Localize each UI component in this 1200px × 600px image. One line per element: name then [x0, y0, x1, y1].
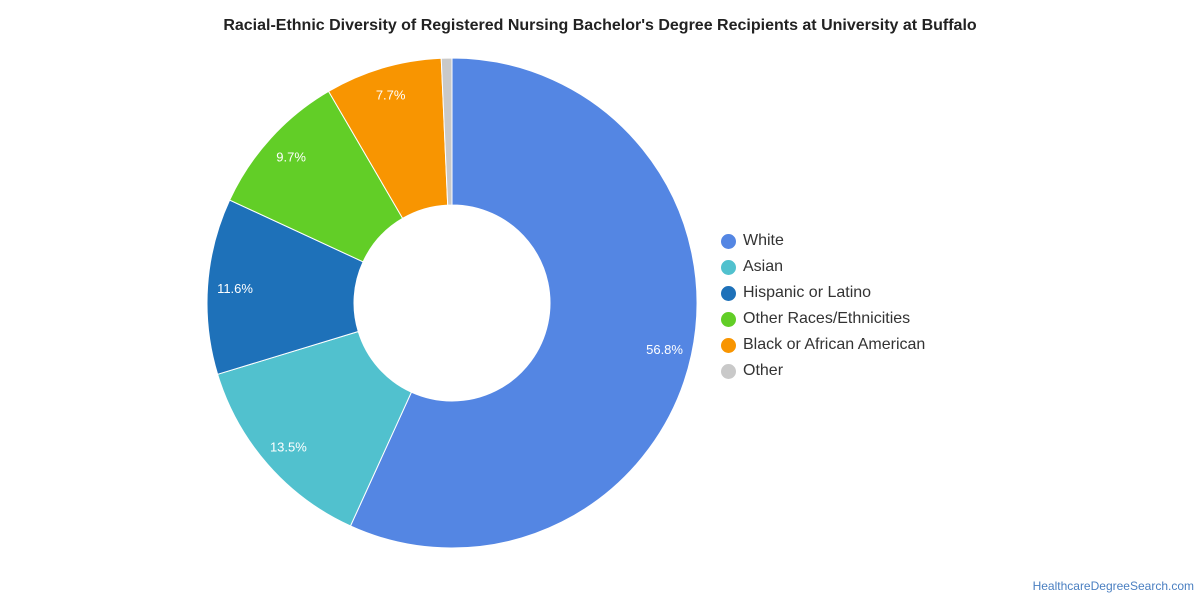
slice-label-asian: 13.5% — [270, 439, 307, 454]
slice-white — [349, 57, 698, 549]
slice-hispanic-or-latino — [206, 199, 364, 375]
slice-label-black-or-african-american: 7.7% — [376, 87, 406, 102]
slice-other — [440, 57, 453, 206]
chart-title: Racial-Ethnic Diversity of Registered Nu… — [223, 17, 977, 34]
legend-label: Black or African American — [743, 336, 926, 353]
legend-swatch — [721, 259, 736, 275]
slice-label-white: 56.8% — [646, 342, 683, 357]
legend-label: Asian — [743, 258, 784, 275]
legend-swatch — [721, 285, 736, 301]
legend-item-other-races-ethnicities[interactable]: Other Races/Ethnicities — [721, 306, 925, 332]
legend-swatch — [721, 233, 736, 249]
legend-swatch — [721, 337, 736, 353]
legend-label: Hispanic or Latino — [743, 284, 872, 301]
legend-label: Other Races/Ethnicities — [743, 310, 911, 327]
legend-label: White — [743, 232, 784, 249]
legend-item-black-or-african-american[interactable]: Black or African American — [721, 332, 925, 358]
site-credit-link[interactable]: HealthcareDegreeSearch.com — [1032, 579, 1194, 593]
legend-item-white[interactable]: White — [721, 228, 925, 254]
legend-label: Other — [743, 362, 784, 379]
legend: White Asian Hispanic or Latino Other Races/… — [721, 228, 925, 384]
slice-asian — [216, 330, 413, 527]
slice-label-hispanic-or-latino: 11.6% — [217, 281, 253, 296]
legend-item-asian[interactable]: Asian — [721, 254, 925, 280]
slice-label-other-races-ethnicities: 9.7% — [276, 150, 306, 165]
legend-swatch — [721, 311, 736, 327]
legend-swatch — [721, 363, 736, 379]
legend-item-other[interactable]: Other — [721, 358, 925, 384]
legend-item-hispanic-or-latino[interactable]: Hispanic or Latino — [721, 280, 925, 306]
